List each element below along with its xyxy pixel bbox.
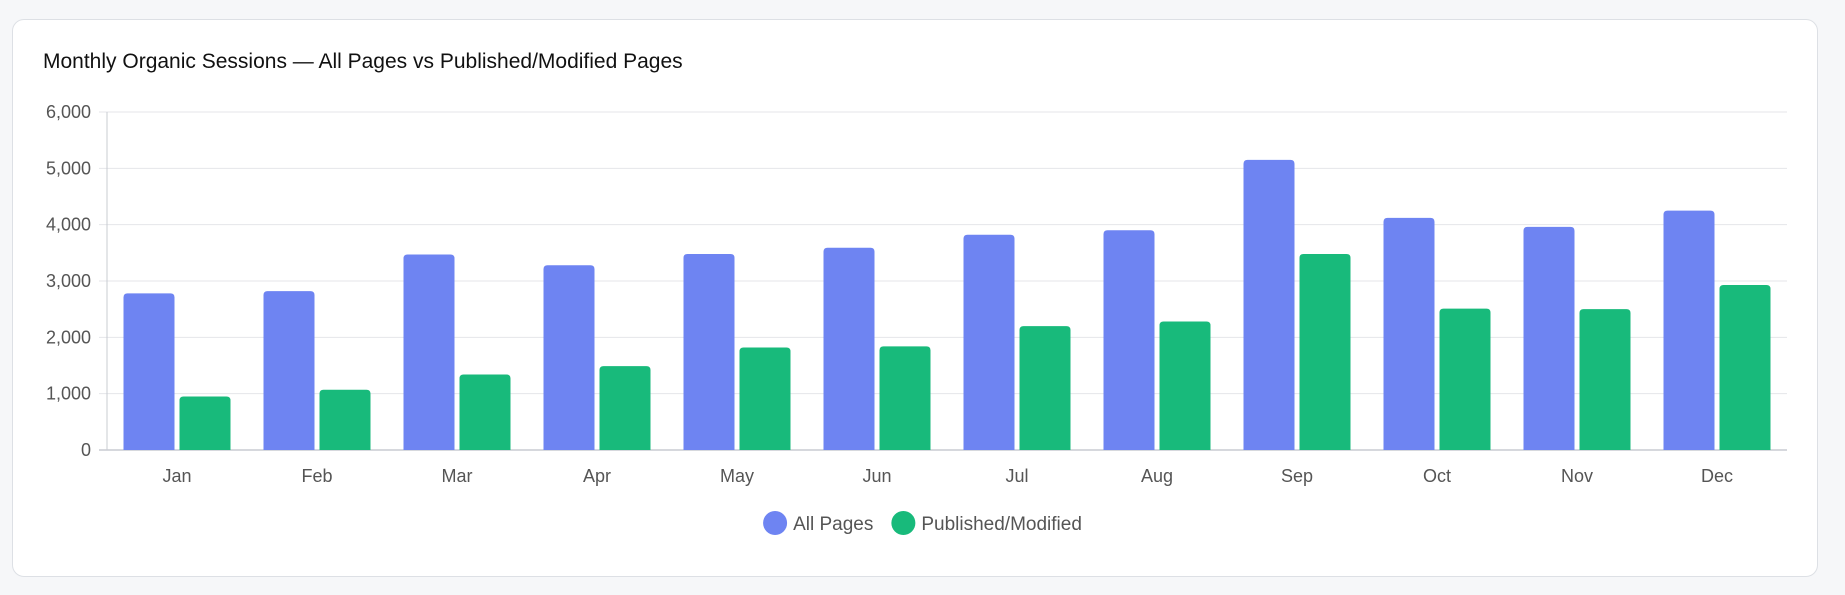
y-tick-label: 5,000 <box>46 158 91 178</box>
legend-item-all-pages[interactable]: All Pages <box>763 511 873 535</box>
legend-item-published-modified[interactable]: Published/Modified <box>891 511 1082 535</box>
x-tick-label: Jan <box>162 466 191 486</box>
bar-published-modified-feb[interactable] <box>319 389 371 450</box>
bar-all-pages-mar[interactable] <box>403 254 455 450</box>
bar-all-pages-jul[interactable] <box>963 234 1015 450</box>
x-tick-label: Apr <box>583 466 611 486</box>
x-tick-label: May <box>720 466 754 486</box>
bars <box>123 159 1771 450</box>
bar-all-pages-oct[interactable] <box>1383 217 1435 450</box>
x-tick-label: Jul <box>1005 466 1028 486</box>
bar-published-modified-nov[interactable] <box>1579 309 1631 450</box>
bar-published-modified-aug[interactable] <box>1159 321 1211 450</box>
bar-published-modified-dec[interactable] <box>1719 284 1771 450</box>
y-tick-label: 6,000 <box>46 102 91 122</box>
bar-published-modified-may[interactable] <box>739 347 791 450</box>
bar-published-modified-mar[interactable] <box>459 374 511 450</box>
x-tick-label: Mar <box>442 466 473 486</box>
legend-swatch <box>891 511 916 535</box>
legend-label: All Pages <box>793 514 873 535</box>
x-tick-label: Aug <box>1141 466 1173 486</box>
bar-published-modified-apr[interactable] <box>599 366 651 450</box>
legend[interactable]: All Pages Published/Modified <box>763 511 1082 535</box>
legend-label: Published/Modified <box>921 514 1082 535</box>
x-tick-label: Oct <box>1423 466 1451 486</box>
y-tick-label: 3,000 <box>46 271 91 291</box>
bar-all-pages-dec[interactable] <box>1663 210 1715 450</box>
bar-published-modified-jun[interactable] <box>879 346 931 450</box>
x-tick-label: Nov <box>1561 466 1593 486</box>
x-tick-label: Feb <box>301 466 332 486</box>
bar-all-pages-jun[interactable] <box>823 247 875 450</box>
x-tick-label: Dec <box>1701 466 1733 486</box>
bar-all-pages-feb[interactable] <box>263 291 315 450</box>
y-tick-label: 4,000 <box>46 215 91 235</box>
x-axis: Jan Feb Mar Apr May Jun Jul Aug Sep Oct Nov Dec <box>162 466 1733 486</box>
bar-all-pages-sep[interactable] <box>1243 159 1295 450</box>
bar-published-modified-sep[interactable] <box>1299 253 1351 450</box>
bar-published-modified-jan[interactable] <box>179 396 231 450</box>
gridlines <box>99 111 1787 451</box>
bar-all-pages-jan[interactable] <box>123 293 175 450</box>
bar-all-pages-may[interactable] <box>683 253 735 450</box>
legend-swatch <box>763 511 788 535</box>
bar-all-pages-nov[interactable] <box>1523 226 1575 450</box>
y-tick-label: 2,000 <box>46 327 91 347</box>
bar-published-modified-oct[interactable] <box>1439 308 1491 450</box>
bar-all-pages-apr[interactable] <box>543 265 595 450</box>
bar-published-modified-jul[interactable] <box>1019 326 1071 450</box>
y-tick-label: 1,000 <box>46 384 91 404</box>
chart-title: Monthly Organic Sessions — All Pages vs … <box>43 50 683 73</box>
y-axis: 0 1,000 2,000 3,000 4,000 5,000 6,000 <box>46 102 91 460</box>
y-tick-label: 0 <box>81 440 91 460</box>
x-tick-label: Jun <box>862 466 891 486</box>
x-tick-label: Sep <box>1281 466 1313 486</box>
bar-all-pages-aug[interactable] <box>1103 230 1155 450</box>
